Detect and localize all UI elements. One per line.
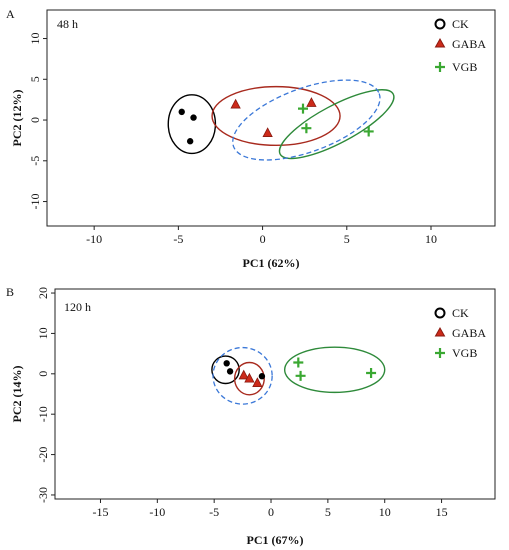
x-tick-label: 5 bbox=[344, 232, 350, 246]
x-tick-label: 0 bbox=[268, 505, 274, 519]
point-ck bbox=[226, 368, 234, 375]
y-tick-label: -5 bbox=[28, 156, 42, 166]
y-tick-label: 20 bbox=[36, 287, 50, 299]
y-tick-label: 10 bbox=[28, 33, 42, 45]
point-ck bbox=[190, 114, 197, 121]
x-tick-label: -5 bbox=[173, 232, 183, 246]
panel-a-y-label: PC2 (12%) bbox=[10, 90, 24, 147]
x-tick-label: -10 bbox=[149, 505, 165, 519]
legend-ck-marker bbox=[434, 307, 446, 319]
x-tick-label: 5 bbox=[325, 505, 331, 519]
x-tick-label: 10 bbox=[379, 505, 391, 519]
ellipse-all bbox=[212, 346, 273, 405]
panel-b-annotation: 120 h bbox=[64, 300, 91, 314]
panel-a-letter: A bbox=[6, 7, 15, 21]
panel-a-annotation: 48 h bbox=[57, 17, 78, 31]
x-tick-label: 15 bbox=[436, 505, 448, 519]
point-ck bbox=[258, 373, 266, 380]
ellipse-gaba bbox=[233, 361, 265, 396]
point-ck bbox=[178, 108, 185, 116]
panel-b-letter: B bbox=[6, 285, 14, 299]
y-tick-label: 0 bbox=[28, 117, 42, 123]
panel-a: A 48 h -10 -5 0 5 10 10 5 0 -5 -10 CK GABA VGB P… bbox=[6, 7, 496, 270]
x-tick-label: -5 bbox=[209, 505, 219, 519]
y-tick-label: -10 bbox=[28, 194, 42, 210]
point-gaba bbox=[262, 127, 273, 137]
panel-b: B 120 h -15 -10 -5 0 5 10 15 20 10 0 -10 -20 -30 CK… bbox=[6, 285, 496, 547]
panel-a-frame bbox=[46, 9, 496, 227]
point-ck bbox=[186, 138, 194, 145]
panel-a-y-ticks: 10 5 0 -5 -10 bbox=[28, 33, 47, 210]
legend-gaba-label: GABA bbox=[452, 37, 486, 51]
panel-b-legend: CK GABA VGB bbox=[434, 306, 486, 360]
x-tick-label: -10 bbox=[86, 232, 102, 246]
y-tick-label: -20 bbox=[36, 447, 50, 463]
point-vgb bbox=[293, 357, 304, 368]
point-vgb bbox=[301, 123, 312, 134]
legend-ck-label: CK bbox=[452, 306, 469, 320]
panel-a-points bbox=[178, 97, 374, 145]
legend-vgb-marker bbox=[435, 348, 445, 358]
panel-b-x-label: PC1 (67%) bbox=[247, 533, 304, 547]
ellipse-ck bbox=[211, 355, 240, 385]
ellipse-ck bbox=[167, 94, 217, 155]
legend-gaba-label: GABA bbox=[452, 326, 486, 340]
point-gaba bbox=[230, 98, 241, 109]
legend-ck-label: CK bbox=[452, 17, 469, 31]
legend-gaba-marker bbox=[434, 37, 446, 48]
legend-vgb-label: VGB bbox=[452, 60, 477, 74]
legend-ck-marker bbox=[434, 18, 446, 30]
y-tick-label: 5 bbox=[28, 76, 42, 82]
point-gaba bbox=[252, 377, 263, 387]
legend-vgb-marker bbox=[435, 62, 445, 72]
ellipse-vgb bbox=[283, 346, 386, 394]
x-tick-label: 0 bbox=[260, 232, 266, 246]
point-vgb bbox=[366, 368, 377, 378]
point-gaba bbox=[238, 369, 249, 380]
x-tick-label: -15 bbox=[92, 505, 108, 519]
ellipse-gaba bbox=[211, 85, 341, 147]
ellipse-all bbox=[232, 79, 381, 161]
panel-b-y-label: PC2 (14%) bbox=[10, 366, 24, 423]
panel-a-x-label: PC1 (62%) bbox=[243, 256, 300, 270]
y-tick-label: 10 bbox=[36, 327, 50, 339]
point-ck bbox=[223, 360, 230, 367]
panel-b-frame bbox=[54, 288, 496, 500]
panel-a-legend: CK GABA VGB bbox=[434, 17, 486, 74]
point-vgb bbox=[295, 370, 306, 381]
legend-gaba-marker bbox=[434, 326, 446, 337]
point-vgb bbox=[298, 103, 308, 114]
point-gaba bbox=[306, 97, 317, 107]
panel-b-y-ticks: 20 10 0 -10 -20 -30 bbox=[36, 287, 55, 503]
legend-vgb-label: VGB bbox=[452, 346, 477, 360]
ellipse-vgb bbox=[278, 89, 395, 160]
x-tick-label: 10 bbox=[425, 232, 437, 246]
panel-b-points bbox=[223, 357, 377, 387]
panel-a-ellipses bbox=[167, 79, 395, 161]
panel-b-ellipses bbox=[211, 346, 386, 405]
panel-b-x-ticks: -15 -10 -5 0 5 10 15 bbox=[92, 499, 448, 519]
y-tick-label: -10 bbox=[36, 406, 50, 422]
panel-a-x-ticks: -10 -5 0 5 10 bbox=[86, 226, 437, 246]
y-tick-label: -30 bbox=[36, 487, 50, 503]
y-tick-label: 0 bbox=[36, 371, 50, 377]
point-vgb bbox=[363, 126, 374, 137]
point-gaba bbox=[244, 372, 255, 383]
